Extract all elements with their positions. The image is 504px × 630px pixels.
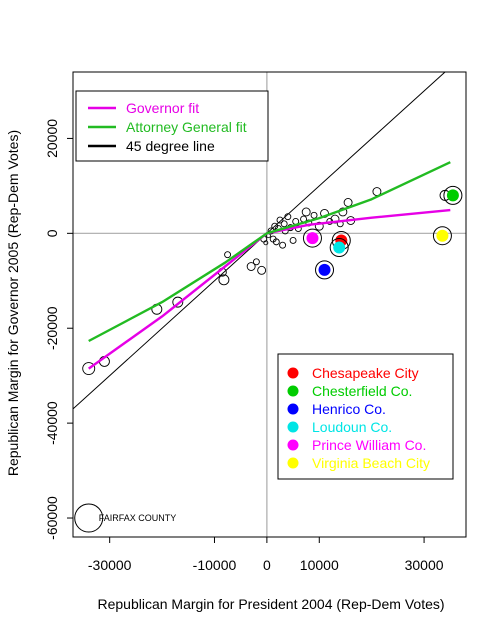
x-tick-label: -10000	[193, 557, 237, 573]
point-legend: Chesapeake City Chesterfield Co. Henrico C…	[277, 353, 454, 480]
point-legend-swatch	[287, 385, 299, 397]
highlight-ring	[443, 185, 463, 205]
data-point	[82, 362, 96, 376]
fairfax-point	[74, 503, 104, 533]
data-point	[271, 222, 279, 230]
point-legend-swatch	[287, 403, 299, 415]
data-point	[284, 213, 292, 221]
x-tick-label: 10000	[300, 557, 339, 573]
data-point	[172, 296, 184, 308]
point-legend-label: Virginia Beach City	[312, 455, 430, 471]
data-point	[343, 198, 353, 207]
line-legend-label: 45 degree line	[126, 138, 215, 154]
fit-line-attorney-general	[88, 161, 451, 343]
point-legend-label: Chesterfield Co.	[312, 383, 412, 399]
data-point	[301, 207, 311, 217]
y-tick-label: 20000	[44, 119, 60, 158]
point-legend-label: Chesapeake City	[312, 365, 419, 381]
data-point	[289, 236, 297, 244]
x-tick-label: 0	[263, 557, 271, 573]
highlight-point	[333, 241, 346, 254]
highlight-ring	[315, 260, 335, 280]
plot-frame	[72, 71, 467, 538]
axes: -30000 -10000 0 10000 30000 -60000 -40000 -2000…	[44, 119, 444, 573]
point-legend-swatch	[287, 439, 299, 451]
highlight-ring	[329, 238, 349, 258]
highlight-ring	[432, 226, 452, 246]
y-tick-label: -60000	[44, 496, 60, 540]
line-legend-label: Governor fit	[126, 100, 199, 116]
y-tick-label: 0	[44, 229, 60, 237]
x-tick-label: 30000	[405, 557, 444, 573]
highlight-point	[318, 263, 331, 276]
highlight-ring	[302, 228, 322, 248]
data-point	[272, 238, 280, 246]
data-point	[330, 214, 340, 224]
data-point	[314, 221, 324, 231]
highlight-point	[446, 189, 459, 202]
data-point	[252, 258, 260, 266]
highlight-point	[306, 232, 319, 245]
data-point	[263, 240, 269, 246]
y-axis-label: Republican Margin for Governor 2005 (Rep…	[5, 130, 21, 476]
point-legend-label: Henrico Co.	[312, 401, 386, 417]
point-legend-label: Prince William Co.	[312, 437, 426, 453]
point-legend-label: Loudoun Co.	[312, 419, 392, 435]
fairfax-annotation: FAIRFAX COUNTY	[99, 513, 177, 523]
line-legend: Governor fit Attorney General fit 45 degre…	[75, 90, 269, 162]
line-legend-label: Attorney General fit	[126, 119, 247, 135]
point-legend-swatch	[287, 457, 299, 469]
y-tick-label: -40000	[44, 401, 60, 445]
data-point	[257, 265, 267, 275]
data-point	[310, 211, 318, 219]
highlight-point	[436, 229, 449, 242]
point-legend-swatch	[287, 421, 299, 433]
data-point	[224, 251, 232, 259]
data-point	[276, 216, 284, 224]
plot-area: FAIRFAX COUNTY	[73, 72, 466, 537]
x-axis-label: Republican Margin for President 2004 (Re…	[97, 596, 444, 612]
data-point	[280, 220, 288, 228]
point-legend-box	[277, 353, 454, 480]
data-point	[246, 262, 256, 271]
x-tick-label: -30000	[88, 557, 132, 573]
data-point	[218, 274, 230, 286]
data-point	[279, 241, 287, 249]
point-legend-swatch	[287, 367, 299, 379]
y-tick-label: -20000	[44, 306, 60, 350]
